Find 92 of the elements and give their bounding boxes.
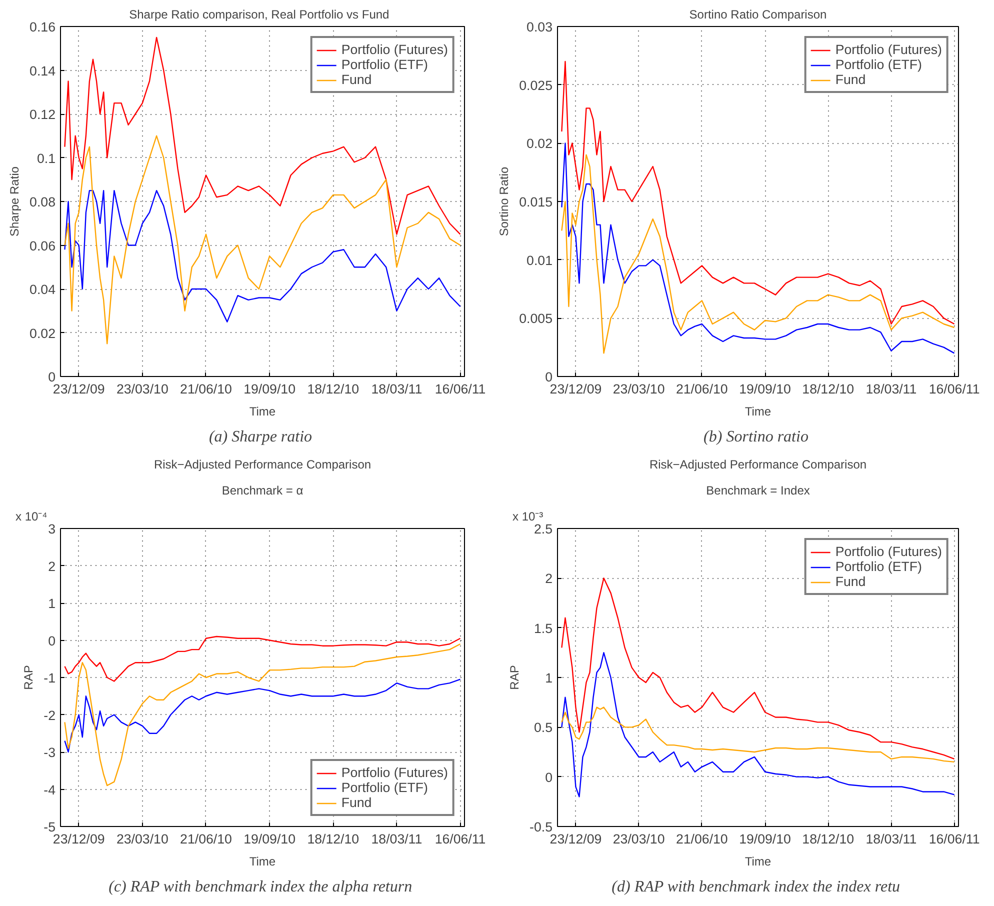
legend-label: Portfolio (Futures) bbox=[835, 544, 942, 559]
y-tick-label: 0 bbox=[48, 370, 56, 384]
x-tick-label: 18/03/11 bbox=[371, 832, 422, 846]
y-tick-label: 0 bbox=[545, 370, 553, 384]
y-tick-label: 0 bbox=[48, 633, 56, 648]
x-tick-label: 23/03/10 bbox=[116, 832, 168, 846]
x-tick-label: 18/03/11 bbox=[866, 832, 917, 846]
y-axis-title: Sortino Ratio bbox=[497, 166, 512, 236]
y-tick-label: 1 bbox=[545, 670, 553, 686]
legend-label: Fund bbox=[835, 574, 866, 589]
legend-label: Fund bbox=[341, 795, 372, 810]
text: (d) RAP with benchmark index the index retu bbox=[612, 878, 900, 896]
x-tick-label: 21/06/10 bbox=[676, 382, 728, 396]
y-tick-label: 0 bbox=[545, 770, 553, 785]
y-tick-label: 0.04 bbox=[30, 282, 56, 297]
x-tick-label: 18/12/10 bbox=[307, 382, 360, 396]
text: (a) Sharpe ratio bbox=[208, 428, 312, 446]
chart-subtitle: Benchmark = α bbox=[222, 484, 304, 498]
text: (c) RAP with benchmark index the alpha return bbox=[108, 878, 412, 896]
legend-label: Portfolio (ETF) bbox=[341, 780, 428, 795]
chart-title: Risk−Adjusted Performance Comparison bbox=[649, 458, 867, 472]
y-tick-label: 0.005 bbox=[519, 311, 553, 326]
x-tick-label: 16/06/11 bbox=[434, 832, 486, 846]
x-tick-label: 18/03/11 bbox=[371, 382, 422, 396]
legend-label: Portfolio (ETF) bbox=[341, 57, 428, 72]
legend-label: Fund bbox=[341, 72, 372, 87]
y-tick-label: 0.06 bbox=[30, 238, 56, 254]
x-tick-label: 21/06/10 bbox=[676, 832, 728, 846]
y-tick-label: 0.5 bbox=[534, 720, 553, 736]
x-tick-label: 19/09/10 bbox=[739, 832, 791, 846]
legend-label: Portfolio (Futures) bbox=[341, 765, 448, 780]
x-axis-title: Time bbox=[249, 854, 276, 868]
x-tick-label: 23/03/10 bbox=[116, 382, 168, 396]
y-tick-label: 0.025 bbox=[519, 78, 553, 93]
x-tick-label: 19/09/10 bbox=[244, 382, 296, 396]
x-tick-label: 23/12/09 bbox=[550, 832, 602, 846]
y-tick-label: -5 bbox=[44, 820, 56, 834]
y-axis-title: RAP bbox=[508, 665, 522, 690]
text: (b) Sortino ratio bbox=[704, 428, 808, 446]
y-tick-label: 0.015 bbox=[519, 194, 553, 210]
text: x 10⁻³ bbox=[512, 510, 544, 524]
y-tick-label: 0.03 bbox=[526, 20, 553, 34]
text: x 10⁻⁴ bbox=[16, 510, 48, 524]
x-axis-title: Time bbox=[744, 854, 772, 868]
y-tick-label: -2 bbox=[44, 708, 56, 723]
y-tick-label: 0.16 bbox=[30, 20, 56, 34]
x-axis-title: Time bbox=[744, 404, 772, 418]
y-tick-label: 1 bbox=[48, 596, 56, 611]
y-axis-title: Sharpe Ratio bbox=[8, 166, 22, 237]
chart-title: Sharpe Ratio comparison, Real Portfolio vs Fund bbox=[129, 8, 390, 22]
x-tick-label: 21/06/10 bbox=[180, 832, 232, 846]
y-tick-label: 2 bbox=[545, 571, 553, 586]
chart-title: Sortino Ratio Comparison bbox=[689, 8, 827, 22]
chart-title: Risk−Adjusted Performance Comparison bbox=[154, 458, 372, 472]
x-tick-label: 18/12/10 bbox=[802, 382, 854, 396]
x-axis-title: Time bbox=[249, 404, 276, 418]
y-tick-label: 3 bbox=[48, 522, 56, 536]
x-tick-label: 19/09/10 bbox=[244, 832, 296, 846]
y-tick-label: -4 bbox=[44, 782, 56, 798]
x-tick-label: 16/06/11 bbox=[928, 382, 980, 396]
legend-label: Fund bbox=[835, 72, 866, 87]
x-tick-label: 16/06/11 bbox=[928, 832, 980, 846]
y-tick-label: 2 bbox=[48, 558, 56, 574]
x-tick-label: 18/12/10 bbox=[307, 832, 360, 846]
x-tick-label: 23/12/09 bbox=[550, 382, 602, 396]
x-tick-label: 23/03/10 bbox=[612, 382, 665, 396]
y-tick-label: -0.5 bbox=[530, 820, 552, 834]
y-tick-label: 0.02 bbox=[30, 326, 56, 341]
x-tick-label: 16/06/11 bbox=[434, 382, 486, 396]
y-tick-label: -1 bbox=[44, 670, 56, 686]
legend-label: Portfolio (Futures) bbox=[835, 42, 942, 57]
x-tick-label: 23/03/10 bbox=[612, 832, 665, 846]
y-tick-label: 0.02 bbox=[526, 136, 553, 152]
y-tick-label: 0.08 bbox=[30, 194, 56, 210]
legend-label: Portfolio (ETF) bbox=[835, 559, 922, 574]
y-tick-label: 0.1 bbox=[36, 150, 56, 166]
y-tick-label: -3 bbox=[44, 745, 56, 760]
y-tick-label: 2.5 bbox=[534, 522, 553, 536]
chart-subtitle: Benchmark = Index bbox=[706, 484, 810, 498]
x-tick-label: 23/12/09 bbox=[52, 382, 105, 396]
y-tick-label: 0.01 bbox=[526, 252, 553, 268]
x-tick-label: 18/03/11 bbox=[866, 382, 917, 396]
x-tick-label: 21/06/10 bbox=[180, 382, 232, 396]
y-axis-title: RAP bbox=[22, 665, 36, 690]
x-tick-label: 19/09/10 bbox=[739, 382, 791, 396]
x-tick-label: 18/12/10 bbox=[802, 832, 854, 846]
y-tick-label: 0.12 bbox=[30, 107, 56, 122]
x-tick-label: 23/12/09 bbox=[52, 832, 105, 846]
y-tick-label: 1.5 bbox=[534, 620, 553, 636]
legend-label: Portfolio (ETF) bbox=[835, 57, 922, 72]
y-tick-label: 0.14 bbox=[30, 63, 56, 78]
legend-label: Portfolio (Futures) bbox=[341, 42, 448, 57]
